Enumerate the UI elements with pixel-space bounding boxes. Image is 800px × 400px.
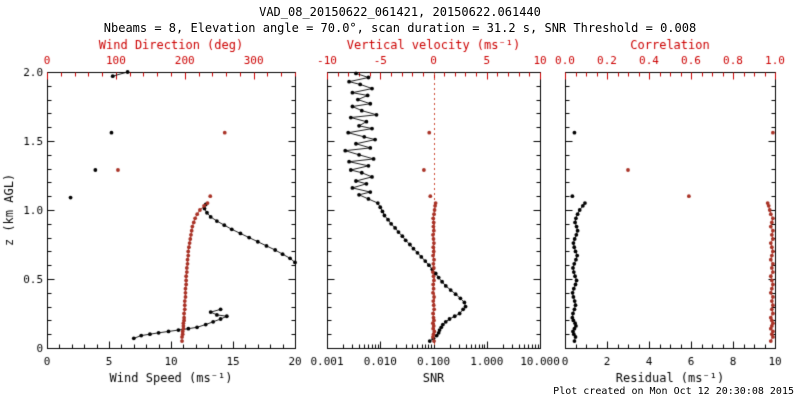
plot-created-timestamp: Plot created on Mon Oct 12 20:30:08 2015 xyxy=(553,386,794,397)
plot-title: VAD_08_20150622_061421, 20150622.061440 xyxy=(259,5,541,19)
plot-subtitle: Nbeams = 8, Elevation angle = 70.0°, sca… xyxy=(103,21,697,35)
